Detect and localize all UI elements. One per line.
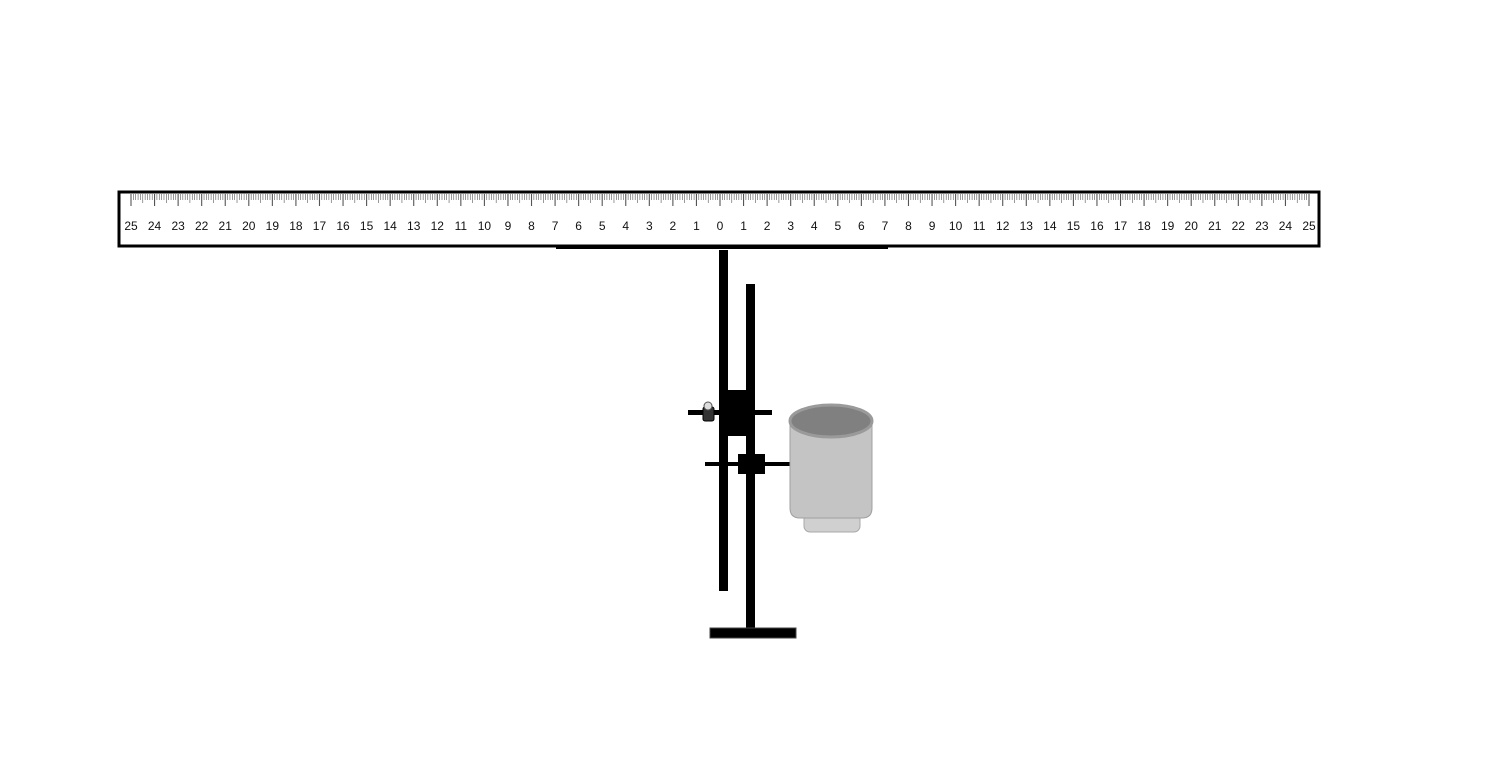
ruler-tick-label: 24 [1279,219,1293,233]
clamp-screw-knob [703,401,713,411]
ruler-tick-label: 19 [266,219,280,233]
ruler-tick-label: 1 [693,219,700,233]
ruler-tick-label: 7 [882,219,889,233]
ruler-tick-label: 4 [622,219,629,233]
ruler-tick-label: 23 [171,219,185,233]
crossbar-block [738,454,765,474]
ruler-tick-label: 17 [313,219,327,233]
ruler-tick-label: 9 [929,219,936,233]
ruler-tick-label: 10 [949,219,963,233]
ruler-tick-label: 21 [1208,219,1222,233]
ruler-tick-label: 21 [219,219,233,233]
ruler-tick-label: 8 [528,219,535,233]
ruler-tick-label: 12 [996,219,1010,233]
ruler-ticks [130,194,1310,206]
ruler-tick-label: 10 [478,219,492,233]
ruler-tick-label: 0 [717,219,724,233]
ruler-tick-label: 5 [599,219,606,233]
ruler-tick-label: 16 [1090,219,1104,233]
ruler-tick-label: 23 [1255,219,1269,233]
ruler-tick-label: 20 [1185,219,1199,233]
ruler-tick-label: 14 [1043,219,1057,233]
ruler-tick-label: 11 [455,219,468,233]
ruler-tick-label: 18 [289,219,303,233]
ruler-bottom-rail [556,245,888,249]
ruler-tick-label: 11 [973,219,986,233]
ruler-tick-label: 12 [431,219,445,233]
ruler-tick-label: 22 [1232,219,1246,233]
ruler-tick-label: 19 [1161,219,1175,233]
ruler-tick-label: 16 [336,219,350,233]
ruler-tick-label: 15 [1067,219,1081,233]
ruler-tick-label: 1 [740,219,747,233]
cup-opening [788,403,874,439]
ruler-tick-label: 2 [670,219,677,233]
clamp-arm [688,410,772,415]
ruler-labels: 25 24 23 22 21 20 19 18 17 16 15 14 13 12 11 10 9 8 7 6 5 4 3 2… [124,219,1316,233]
ruler-tick-label: 13 [407,219,421,233]
ruler-tick-label: 17 [1114,219,1128,233]
ruler-tick-label: 13 [1020,219,1034,233]
ruler-tick-label: 6 [575,219,582,233]
ruler-tick-label: 5 [834,219,841,233]
ruler-tick-label: 3 [787,219,794,233]
ruler-tick-label: 18 [1137,219,1151,233]
ruler-tick-label: 25 [1302,219,1316,233]
ruler-tick-label: 6 [858,219,865,233]
ruler-tick-label: 7 [552,219,559,233]
ruler-tick-label: 15 [360,219,374,233]
ruler-tick-label: 9 [505,219,512,233]
ruler-tick-label: 22 [195,219,209,233]
ruler-tick-label: 3 [646,219,653,233]
suspension-rod [719,250,728,591]
ruler-tick-label: 20 [242,219,256,233]
ruler-tick-label: 24 [148,219,162,233]
ruler-tick-label: 2 [764,219,771,233]
ruler-tick-label: 4 [811,219,818,233]
cup-body [789,423,873,519]
ruler-tick-label: 8 [905,219,912,233]
ruler-tick-label: 25 [124,219,138,233]
ruler-tick-label: 14 [383,219,397,233]
stand-base [709,627,797,639]
